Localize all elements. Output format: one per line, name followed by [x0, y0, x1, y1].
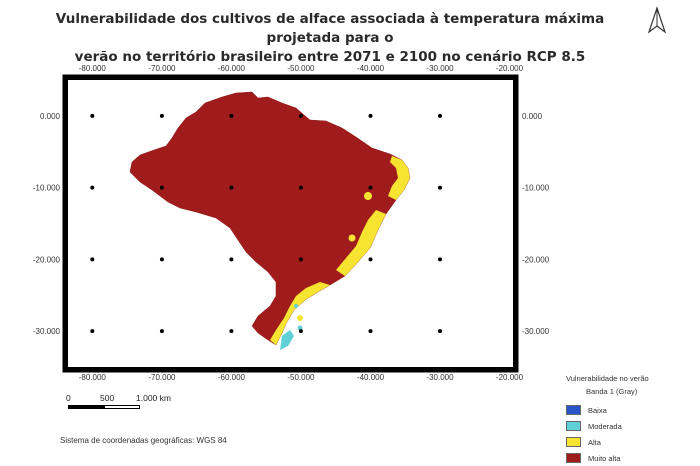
legend-label-moderada: Moderada	[588, 421, 622, 431]
brazil-patch-alta	[348, 234, 356, 242]
graticule-dot	[368, 185, 373, 190]
graticule-dot	[298, 185, 303, 190]
legend-item-muito-alta: Muito alta	[566, 450, 696, 466]
lon-tick-label-top: -80.000	[79, 64, 107, 73]
legend-label-alta: Alta	[588, 437, 601, 447]
brazil-patch-alta	[297, 315, 303, 321]
graticule-dot	[90, 257, 95, 262]
graticule-dot	[229, 329, 234, 334]
scale-bar: 0 500 1.000 km	[62, 393, 202, 419]
lon-tick-label-bottom: -60.000	[218, 373, 246, 382]
map-title-line-1: Vulnerabilidade dos cultivos de alface a…	[55, 11, 605, 46]
map-frame: -80.000 -80.000 -70.000 -70.000 -60.000 -60.0…	[33, 64, 550, 382]
scale-label-1000: 1.000 km	[136, 393, 171, 403]
brazil-patch-moderada	[294, 304, 298, 308]
graticule-dot	[438, 113, 442, 118]
brazil-region-alta-sul	[270, 282, 330, 345]
legend-swatch-alta	[566, 437, 581, 447]
graticule-dot	[90, 185, 95, 190]
scale-segment-black	[68, 405, 104, 409]
legend-swatch-muito-alta	[566, 453, 581, 463]
graticule-dot	[229, 185, 234, 190]
lat-tick-label-left: -30.000	[33, 327, 61, 336]
lon-tick-label-top: -50.000	[287, 64, 315, 73]
lon-tick-label-bottom: -50.000	[287, 373, 315, 382]
lon-tick-label-bottom: -70.000	[148, 373, 176, 382]
legend-title: Vulnerabilidade no verão	[566, 374, 649, 383]
legend-item-alta: Alta	[566, 434, 696, 450]
lon-tick-label-bottom: -80.000	[79, 373, 107, 382]
legend-item-baixa: Baixa	[566, 402, 696, 418]
lon-tick-label-bottom: -40.000	[357, 373, 385, 382]
graticule-dot	[438, 329, 442, 334]
graticule-dot	[368, 257, 373, 262]
graticule-dot	[368, 329, 373, 334]
graticule-dot	[159, 185, 164, 190]
graticule-dot	[159, 113, 164, 118]
lat-tick-label-left: -20.000	[33, 255, 61, 264]
lat-tick-label-left: 0.000	[40, 112, 61, 121]
lon-tick-label-top: -70.000	[148, 64, 176, 73]
lat-tick-label-right: -30.000	[522, 327, 550, 336]
scale-label-0: 0	[66, 393, 71, 403]
brazil-region-alta-leste	[336, 210, 386, 276]
lat-tick-label-right: -10.000	[522, 184, 550, 193]
crs-label: Sistema de coordenadas geográficas: WGS …	[60, 436, 227, 445]
graticule-dot	[298, 257, 303, 262]
lon-tick-label-bottom: -30.000	[426, 373, 454, 382]
graticule-dot	[229, 113, 234, 118]
map-title-line-2: verão no território brasileiro entre 207…	[74, 49, 586, 65]
brazil-region-moderada	[280, 330, 294, 350]
graticule-dot	[368, 113, 373, 118]
legend-subtitle: Banda 1 (Gray)	[586, 387, 638, 396]
graticule-dot	[159, 257, 164, 262]
scale-segment-white	[104, 405, 140, 409]
legend: Vulnerabilidade no verão Banda 1 (Gray) …	[566, 374, 696, 466]
lon-tick-label-top: -30.000	[426, 64, 454, 73]
graticule-dot	[90, 113, 95, 118]
lat-tick-label-right: -20.000	[522, 255, 550, 264]
legend-label-baixa: Baixa	[588, 405, 607, 415]
lat-tick-label-right: 0.000	[522, 112, 543, 121]
graticule-dot	[229, 257, 234, 262]
map-title: Vulnerabilidade dos cultivos de alface a…	[20, 10, 640, 67]
lon-tick-label-top: -20.000	[496, 64, 524, 73]
legend-swatch-moderada	[566, 421, 581, 431]
legend-swatch-baixa	[566, 405, 581, 415]
graticule-dot	[90, 329, 95, 334]
brazil-patch-alta	[364, 192, 372, 200]
legend-label-muito-alta: Muito alta	[588, 453, 621, 463]
graticule-dot	[298, 113, 303, 118]
legend-item-moderada: Moderada	[566, 418, 696, 434]
north-arrow-icon	[647, 6, 667, 34]
graticule	[90, 113, 442, 334]
graticule-dot	[438, 185, 442, 190]
graticule-dot	[438, 257, 442, 262]
lat-tick-label-left: -10.000	[33, 184, 61, 193]
coordinate-ticks: -80.000 -80.000 -70.000 -70.000 -60.000 -60.0…	[33, 64, 550, 382]
graticule-dot	[159, 329, 164, 334]
scale-label-500: 500	[100, 393, 115, 403]
map-border-thick	[63, 75, 518, 372]
graticule-dot	[298, 329, 303, 334]
lon-tick-label-top: -60.000	[218, 64, 246, 73]
brazil-region-alta-nordeste	[388, 156, 410, 200]
lon-tick-label-top: -40.000	[357, 64, 385, 73]
lon-tick-label-bottom: -20.000	[496, 373, 524, 382]
